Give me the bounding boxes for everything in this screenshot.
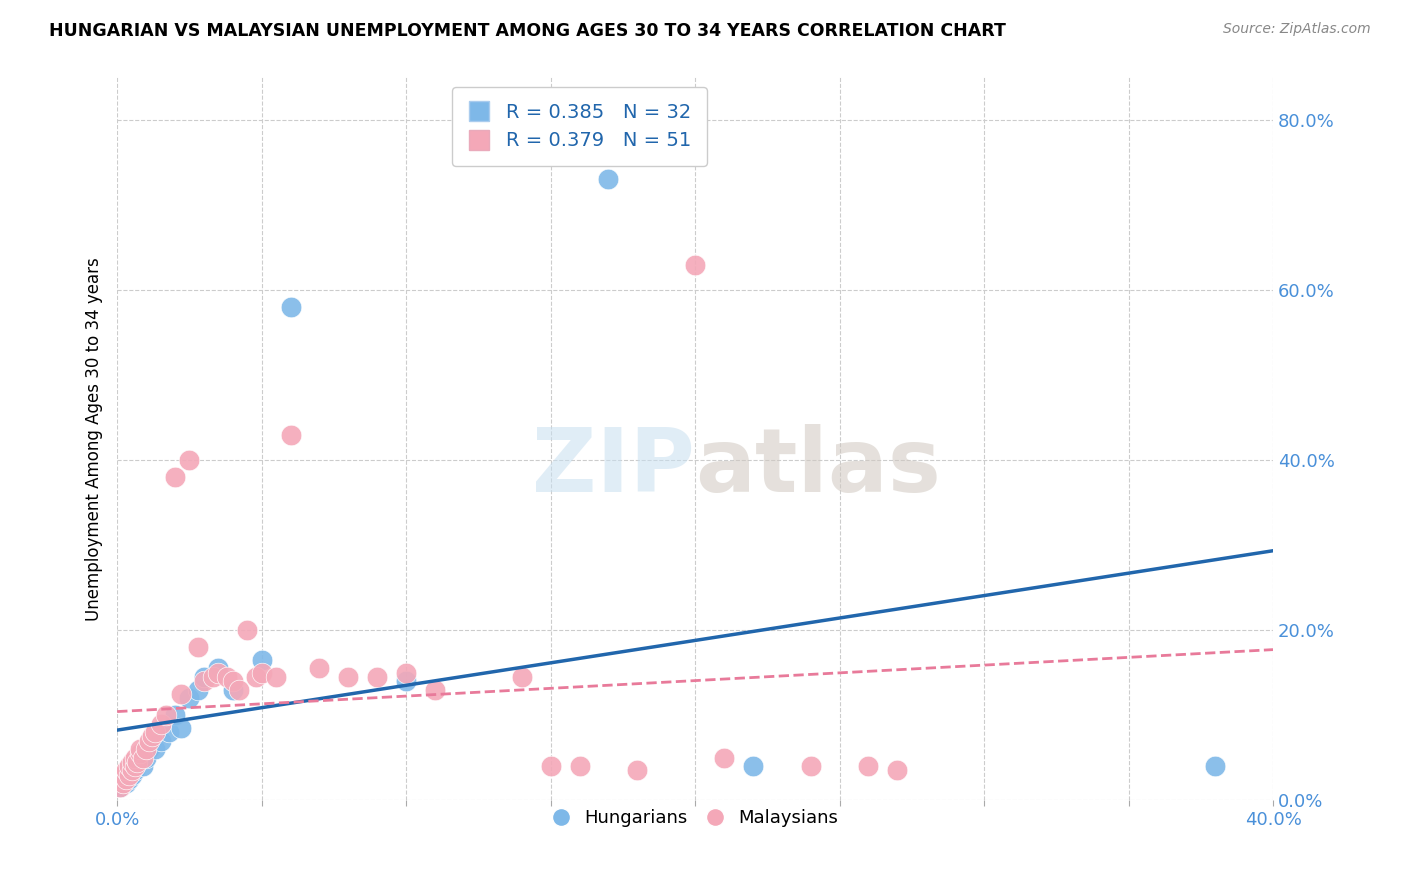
Point bbox=[124, 759, 146, 773]
Point bbox=[395, 674, 418, 689]
Point bbox=[264, 670, 287, 684]
Point bbox=[800, 759, 823, 773]
Point bbox=[121, 759, 143, 773]
Point bbox=[510, 670, 533, 684]
Point bbox=[193, 670, 215, 684]
Point bbox=[187, 640, 209, 655]
Point bbox=[132, 759, 155, 773]
Point bbox=[626, 764, 648, 778]
Point bbox=[222, 674, 245, 689]
Point bbox=[245, 670, 267, 684]
Point bbox=[108, 780, 131, 795]
Point bbox=[280, 300, 302, 314]
Point bbox=[193, 674, 215, 689]
Point bbox=[132, 750, 155, 764]
Point bbox=[143, 725, 166, 739]
Point bbox=[170, 687, 193, 701]
Point bbox=[108, 772, 131, 786]
Point bbox=[111, 772, 134, 786]
Point bbox=[121, 764, 143, 778]
Point bbox=[157, 725, 180, 739]
Point bbox=[250, 665, 273, 680]
Point bbox=[127, 755, 149, 769]
Point bbox=[568, 759, 591, 773]
Point bbox=[111, 768, 134, 782]
Point bbox=[129, 750, 152, 764]
Point bbox=[135, 750, 157, 764]
Point bbox=[540, 759, 562, 773]
Point bbox=[115, 764, 138, 778]
Point bbox=[111, 776, 134, 790]
Y-axis label: Unemployment Among Ages 30 to 34 years: Unemployment Among Ages 30 to 34 years bbox=[86, 257, 103, 621]
Point bbox=[143, 742, 166, 756]
Text: Source: ZipAtlas.com: Source: ZipAtlas.com bbox=[1223, 22, 1371, 37]
Point bbox=[163, 708, 186, 723]
Point bbox=[713, 750, 735, 764]
Point bbox=[598, 172, 620, 186]
Point bbox=[179, 691, 201, 706]
Point bbox=[121, 768, 143, 782]
Point bbox=[366, 670, 388, 684]
Point bbox=[858, 759, 880, 773]
Point bbox=[108, 780, 131, 795]
Point bbox=[135, 742, 157, 756]
Point bbox=[228, 682, 250, 697]
Point bbox=[138, 742, 160, 756]
Text: atlas: atlas bbox=[695, 425, 941, 511]
Point bbox=[155, 708, 177, 723]
Point bbox=[337, 670, 360, 684]
Text: HUNGARIAN VS MALAYSIAN UNEMPLOYMENT AMONG AGES 30 TO 34 YEARS CORRELATION CHART: HUNGARIAN VS MALAYSIAN UNEMPLOYMENT AMON… bbox=[49, 22, 1007, 40]
Point bbox=[124, 750, 146, 764]
Point bbox=[111, 776, 134, 790]
Point bbox=[115, 768, 138, 782]
Point bbox=[124, 759, 146, 773]
Point bbox=[115, 772, 138, 786]
Point bbox=[222, 682, 245, 697]
Point bbox=[141, 730, 163, 744]
Point bbox=[207, 661, 229, 675]
Point bbox=[138, 733, 160, 747]
Point bbox=[207, 665, 229, 680]
Point bbox=[115, 776, 138, 790]
Point bbox=[149, 716, 172, 731]
Point bbox=[129, 747, 152, 761]
Point bbox=[308, 661, 330, 675]
Point bbox=[886, 764, 908, 778]
Point bbox=[149, 733, 172, 747]
Point bbox=[395, 665, 418, 680]
Point bbox=[250, 653, 273, 667]
Text: ZIP: ZIP bbox=[533, 425, 695, 511]
Point bbox=[236, 623, 259, 637]
Point bbox=[121, 755, 143, 769]
Point bbox=[741, 759, 763, 773]
Legend: Hungarians, Malaysians: Hungarians, Malaysians bbox=[544, 802, 845, 835]
Point bbox=[124, 764, 146, 778]
Point bbox=[179, 453, 201, 467]
Point bbox=[201, 670, 224, 684]
Point bbox=[129, 742, 152, 756]
Point bbox=[118, 759, 141, 773]
Point bbox=[280, 427, 302, 442]
Point bbox=[127, 755, 149, 769]
Point bbox=[163, 470, 186, 484]
Point bbox=[215, 670, 238, 684]
Point bbox=[1204, 759, 1226, 773]
Point bbox=[187, 682, 209, 697]
Point bbox=[118, 764, 141, 778]
Point bbox=[423, 682, 446, 697]
Point bbox=[683, 258, 706, 272]
Point bbox=[118, 772, 141, 786]
Point bbox=[170, 721, 193, 735]
Point bbox=[118, 768, 141, 782]
